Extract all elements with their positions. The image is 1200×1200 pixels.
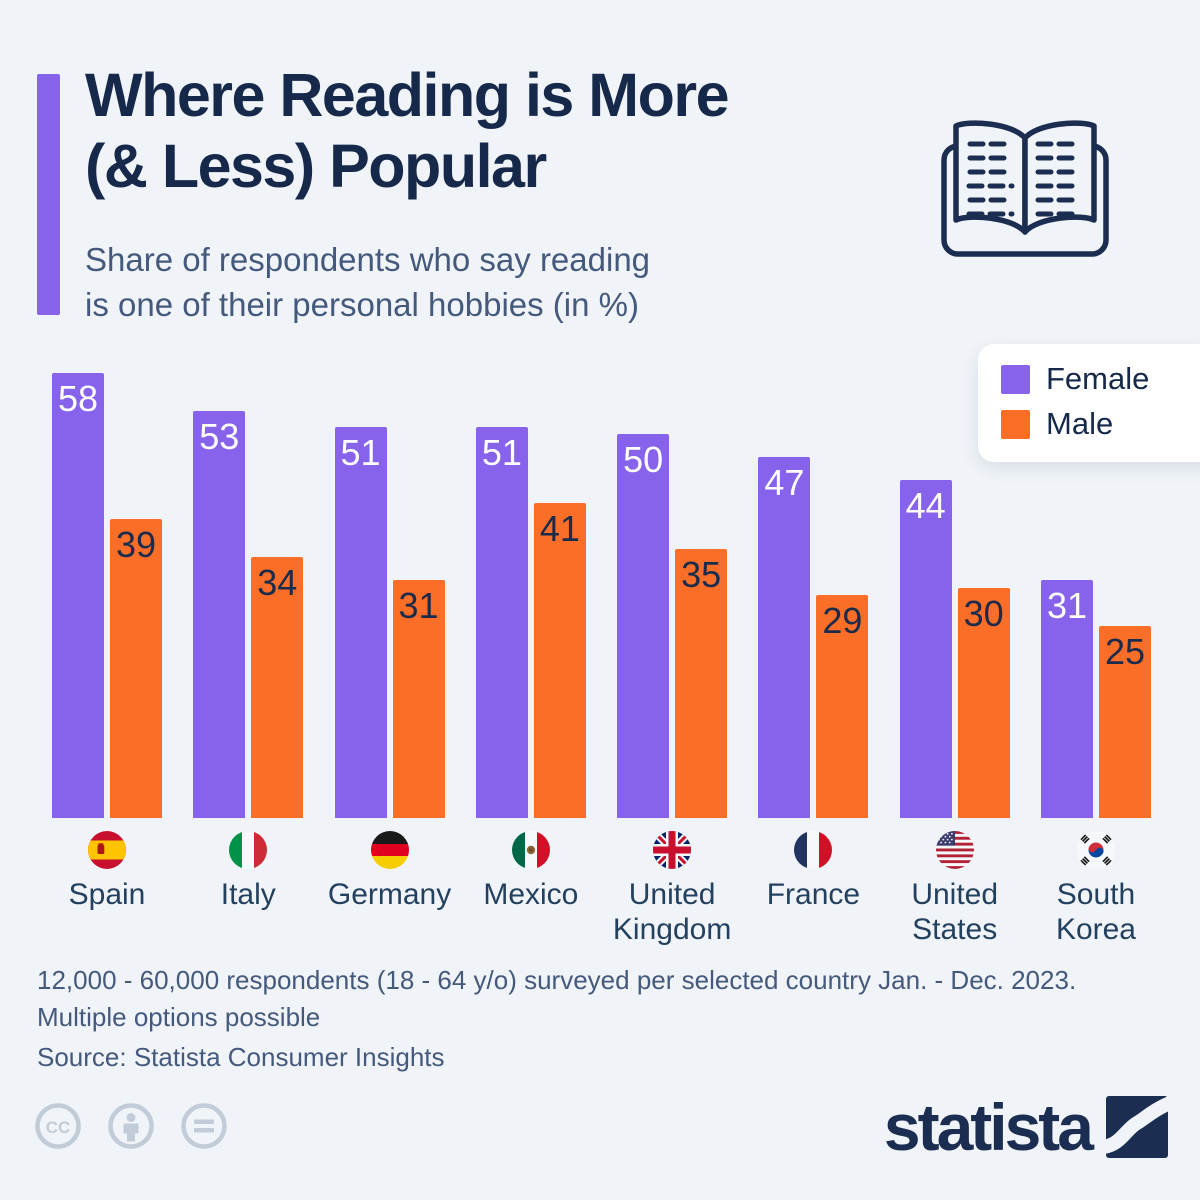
south-korea-flag-icon [1076, 831, 1115, 869]
bar-pair: 44 30 [899, 373, 1010, 818]
bar-pair: 51 31 [334, 373, 445, 818]
bar-pair: 50 35 [617, 373, 728, 818]
legend-label: Female [1046, 361, 1150, 396]
bar-value-label: 51 [481, 432, 522, 473]
bar-pair: 51 41 [475, 373, 586, 818]
bar-female-united-kingdom: 50 [617, 434, 670, 818]
bar-female-united-states: 44 [899, 480, 952, 818]
country-group-italy: 53 34 Italy [193, 373, 304, 912]
legend-item-female: Female [1001, 361, 1200, 397]
mexico-flag-icon [511, 831, 550, 869]
legend-item-male: Male [1001, 406, 1200, 442]
bar-value-label: 31 [398, 585, 439, 626]
united-kingdom-flag-icon [653, 831, 692, 869]
bar-male-spain: 39 [110, 519, 162, 818]
country-label-united-states: United States [911, 878, 999, 947]
country-group-united-states: 44 30 United States [899, 373, 1010, 948]
bar-value-label: 31 [1046, 585, 1087, 626]
bar-value-label: 58 [57, 378, 99, 419]
country-label-south-korea: South Korea [1055, 878, 1136, 947]
bar-female-spain: 58 [52, 373, 104, 818]
bar-value-label: 53 [199, 416, 240, 457]
statista-logo: statista [883, 1090, 1175, 1164]
svg-text:CC: CC [46, 1118, 71, 1137]
bar-female-italy: 53 [193, 411, 246, 818]
country-group-south-korea: 31 25 South Korea [1040, 373, 1151, 948]
bar-value-label: 50 [623, 439, 664, 480]
bar-male-united-kingdom: 35 [675, 549, 728, 818]
country-label-united-kingdom: United Kingdom [612, 878, 732, 947]
bar-pair: 53 34 [193, 373, 304, 818]
country-label-italy: Italy [220, 878, 276, 911]
bar-value-label: 51 [340, 432, 381, 473]
bar-male-germany: 31 [392, 580, 445, 818]
bar-value-label: 44 [905, 485, 946, 526]
bar-male-mexico: 41 [533, 503, 586, 818]
bar-value-label: 47 [764, 462, 805, 503]
country-label-france: France [766, 878, 861, 911]
country-group-spain: 58 39 Spain [52, 373, 162, 912]
open-book-icon [928, 106, 1122, 270]
bar-male-south-korea: 25 [1098, 626, 1151, 818]
survey-note: 12,000 - 60,000 respondents (18 - 64 y/o… [37, 965, 1077, 1032]
country-group-germany: 51 31 Germany [328, 373, 451, 912]
bar-value-label: 34 [257, 562, 298, 603]
statista-logo-mark-icon [1100, 1095, 1175, 1158]
bar-pair: 58 39 [52, 373, 162, 818]
chart-legend: Female Male [978, 344, 1200, 462]
country-label-mexico: Mexico [483, 878, 579, 911]
country-label-spain: Spain [68, 878, 146, 911]
bar-value-label: 30 [963, 593, 1004, 634]
statista-wordmark: statista [883, 1090, 1094, 1164]
bar-female-south-korea: 31 [1040, 580, 1093, 818]
country-group-united-kingdom: 50 35 United Kingdom [613, 373, 731, 948]
attribution-person-icon [107, 1102, 155, 1150]
bar-value-label: 41 [539, 508, 580, 549]
bar-pair: 31 25 [1040, 373, 1151, 818]
cc-icon: CC [34, 1102, 82, 1150]
bar-chart: 58 39 Spain 53 34 Italy 51 31 Germany 51 41 Mexico 5… [52, 373, 1151, 948]
bar-pair: 47 29 [758, 373, 869, 818]
country-label-germany: Germany [327, 878, 452, 911]
bar-male-italy: 34 [251, 557, 304, 818]
bar-female-germany: 51 [334, 427, 387, 818]
italy-flag-icon [229, 831, 268, 869]
female-swatch-icon [1001, 364, 1030, 394]
germany-flag-icon [370, 831, 409, 869]
united-states-flag-icon [935, 831, 974, 869]
title-accent-bar [37, 74, 60, 315]
spain-flag-icon [88, 831, 126, 869]
cc-license-badges: CC [34, 1102, 228, 1150]
source-text: Source: Statista Consumer Insights [37, 1042, 445, 1072]
country-group-france: 47 29 France [758, 373, 869, 912]
page-title: Where Reading is More (& Less) Popular [85, 61, 730, 201]
bar-female-mexico: 51 [475, 427, 528, 818]
legend-label: Male [1046, 406, 1114, 441]
country-group-mexico: 51 41 Mexico [475, 373, 586, 912]
bar-value-label: 29 [822, 600, 863, 641]
bar-value-label: 35 [681, 554, 722, 595]
page-subtitle: Share of respondents who say reading is … [85, 241, 651, 324]
male-swatch-icon [1001, 409, 1030, 439]
france-flag-icon [794, 831, 833, 869]
bar-value-label: 39 [115, 524, 157, 565]
bar-male-france: 29 [816, 595, 869, 818]
no-derivatives-equals-icon [180, 1102, 228, 1150]
bar-value-label: 25 [1104, 631, 1145, 672]
bar-female-france: 47 [758, 457, 811, 818]
bar-male-united-states: 30 [957, 588, 1010, 818]
